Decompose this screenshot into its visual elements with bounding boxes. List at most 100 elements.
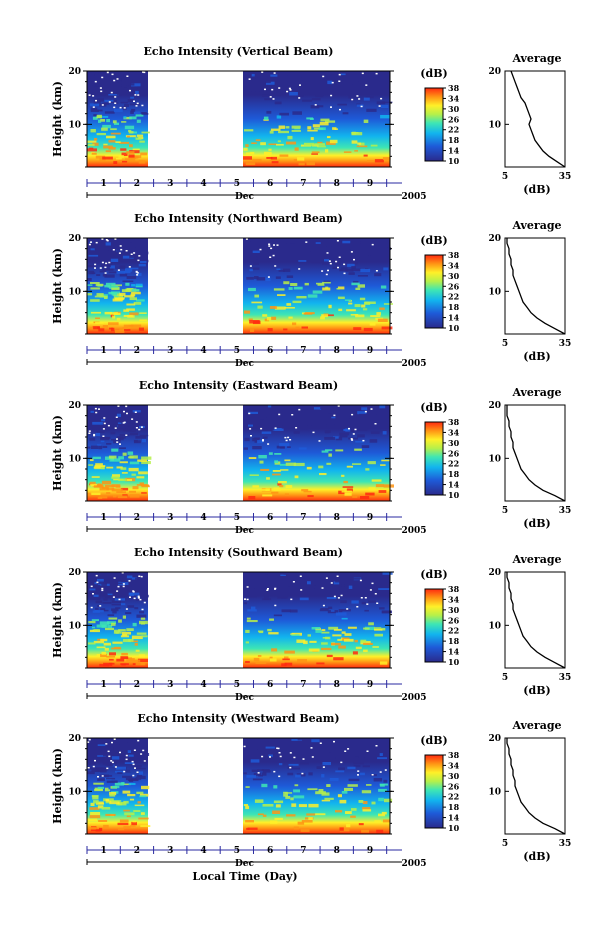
x-tick-label: 3 [167, 846, 173, 856]
heatmap-cell [333, 80, 344, 84]
heatmap-cell [106, 135, 116, 139]
heatmap-cell [128, 154, 135, 158]
heatmap-cell [335, 810, 343, 813]
heatmap-cell [381, 104, 389, 108]
heatmap-cell [87, 818, 98, 821]
heatmap-missing-cell [322, 75, 325, 78]
heatmap-cell [127, 794, 136, 797]
heatmap-cell [123, 116, 127, 119]
heatmap-cell [362, 308, 368, 311]
heatmap-cell [118, 436, 126, 439]
heatmap-cell [119, 434, 130, 437]
heatmap-missing-cell [350, 438, 353, 440]
heatmap-cell [96, 274, 101, 276]
heatmap-cell [267, 242, 276, 246]
year-label: 2005 [401, 526, 426, 536]
heatmap-cell [130, 86, 139, 89]
heatmap-cell [113, 108, 123, 113]
heatmap-missing-cell [118, 252, 121, 254]
heatmap-missing-cell [351, 439, 354, 441]
heatmap-cell [134, 607, 139, 610]
y-tick-label: 20 [68, 67, 81, 77]
average-y-tick-label: 20 [488, 568, 501, 578]
heatmap-cell [106, 655, 116, 658]
heatmap-cell [247, 588, 257, 592]
year-label: 2005 [401, 359, 426, 369]
heatmap-cell [106, 119, 110, 123]
heatmap-missing-cell [314, 104, 317, 106]
month-label: Dec [235, 359, 255, 369]
x-tick-label: 9 [367, 846, 373, 856]
panel-title: Echo Intensity (Vertical Beam) [143, 45, 333, 58]
heatmap [87, 71, 393, 167]
heatmap-cell [292, 322, 297, 326]
heatmap-missing-cell [339, 108, 341, 111]
heatmap-missing-cell [358, 98, 361, 100]
heatmap-cell [321, 629, 326, 632]
heatmap-cell [101, 466, 105, 470]
heatmap-missing-cell [143, 760, 146, 762]
heatmap-missing-cell [119, 443, 121, 445]
heatmap-cell [272, 810, 281, 814]
heatmap-cell [243, 772, 247, 775]
heatmap-cell [141, 131, 150, 134]
heatmap-missing-cell [348, 427, 350, 430]
heatmap-cell [101, 424, 105, 426]
heatmap-cell [125, 83, 135, 86]
colorbar-unit: (dB) [420, 67, 447, 80]
heatmap-cell [256, 256, 261, 260]
heatmap-cell [93, 101, 101, 104]
heatmap-missing-cell [357, 774, 359, 776]
x-tick-label: 1 [101, 846, 107, 856]
heatmap-missing-cell [116, 438, 118, 440]
heatmap-missing-cell [106, 71, 109, 74]
heatmap-cell [129, 759, 133, 762]
heatmap-cell [245, 162, 256, 166]
heatmap-missing-cell [123, 410, 125, 413]
x-tick-label: 8 [334, 846, 340, 856]
heatmap-cell [99, 420, 108, 423]
heatmap-cell [128, 783, 136, 785]
heatmap-cell [245, 786, 250, 788]
heatmap-cell [351, 600, 359, 604]
heatmap-cell [258, 455, 267, 459]
heatmap-missing-cell [133, 749, 136, 751]
heatmap-missing-cell [379, 771, 382, 773]
heatmap-cell [114, 265, 126, 269]
heatmap-missing-cell [129, 596, 131, 598]
colorbar-tick-label: 22 [448, 792, 459, 802]
heatmap-cell [125, 756, 133, 759]
heatmap-missing-cell [128, 580, 131, 582]
heatmap-cell [260, 755, 271, 759]
heatmap-cell [112, 610, 117, 614]
heatmap-cell [97, 483, 102, 487]
heatmap-cell [140, 775, 146, 780]
heatmap-cell [111, 292, 117, 296]
average-y-tick-label: 20 [488, 401, 501, 411]
heatmap-cell [90, 410, 94, 413]
heatmap-cell [323, 280, 331, 283]
heatmap-cell [141, 461, 151, 465]
heatmap-missing-cell [270, 247, 273, 250]
heatmap-cell [329, 757, 335, 760]
heatmap-cell [140, 594, 149, 598]
x-tick-label: 6 [267, 346, 273, 356]
heatmap-cell [380, 115, 391, 119]
x-tick-label: 4 [200, 179, 206, 189]
heatmap-cell [347, 766, 356, 770]
heatmap-cell [110, 418, 118, 422]
heatmap-cell [297, 754, 302, 758]
heatmap-missing-cell [366, 603, 369, 605]
heatmap-cell [269, 618, 274, 621]
heatmap-missing-cell [123, 107, 126, 109]
heatmap-cell [356, 104, 364, 107]
heatmap-cell [350, 314, 359, 316]
heatmap-cell [315, 242, 321, 244]
heatmap-cell [381, 101, 393, 104]
heatmap-cell [298, 260, 307, 262]
heatmap-cell [115, 74, 124, 77]
heatmap-cell [104, 484, 115, 487]
heatmap-cell [107, 591, 116, 594]
heatmap-cell [96, 414, 107, 416]
heatmap-cell [276, 115, 282, 119]
